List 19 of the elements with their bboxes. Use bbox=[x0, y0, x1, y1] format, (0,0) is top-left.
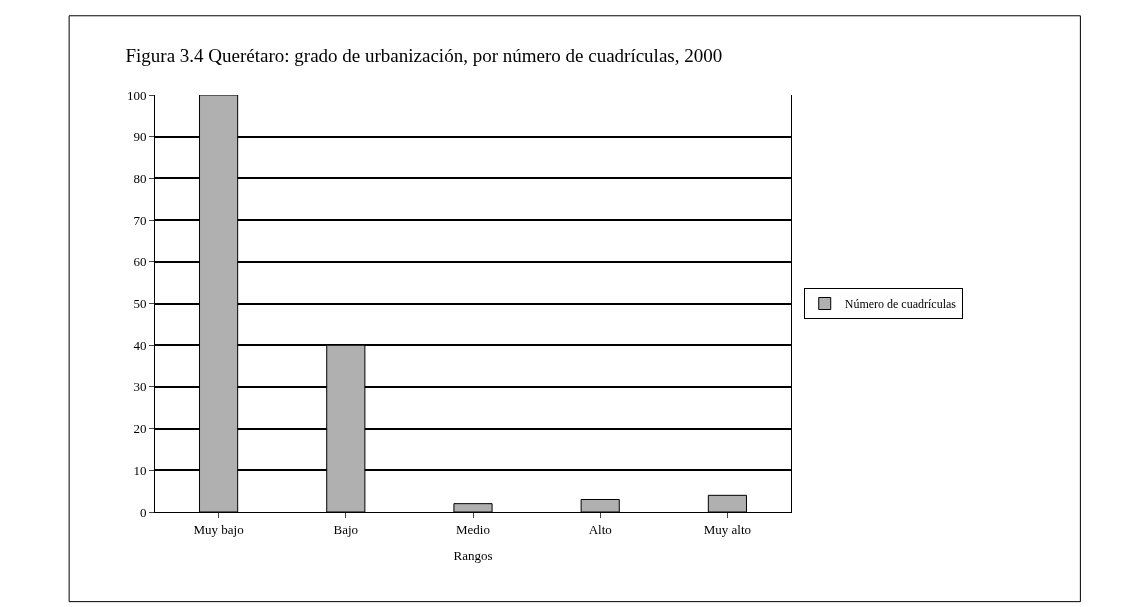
y-tick-label: 70 bbox=[133, 212, 147, 228]
y-tick-label: 10 bbox=[133, 462, 147, 478]
x-tick-label: Alto bbox=[588, 521, 612, 537]
y-tick-label: 50 bbox=[133, 296, 147, 312]
x-tick-label: Muy alto bbox=[703, 521, 752, 537]
y-tick-label: 0 bbox=[139, 504, 147, 520]
y-tick-label: 80 bbox=[133, 170, 147, 186]
chart-title: Figura 3.4 Querétaro: grado de urbanización, por número de cuadrículas, 2000 bbox=[125, 44, 723, 66]
y-tick-label: 60 bbox=[133, 254, 147, 270]
y-tick-label: 90 bbox=[133, 129, 147, 145]
y-tick-label: 20 bbox=[133, 421, 147, 437]
x-tick-label: Medio bbox=[456, 521, 490, 537]
x-axis-title: Rangos bbox=[453, 548, 493, 564]
x-tick-label: Muy bajo bbox=[193, 521, 244, 537]
y-tick-label: 30 bbox=[133, 379, 147, 395]
legend-label: Número de cuadrículas bbox=[844, 297, 957, 312]
y-tick-label: 40 bbox=[133, 337, 147, 353]
x-tick-label: Bajo bbox=[333, 521, 359, 537]
y-tick-label: 100 bbox=[126, 87, 147, 103]
